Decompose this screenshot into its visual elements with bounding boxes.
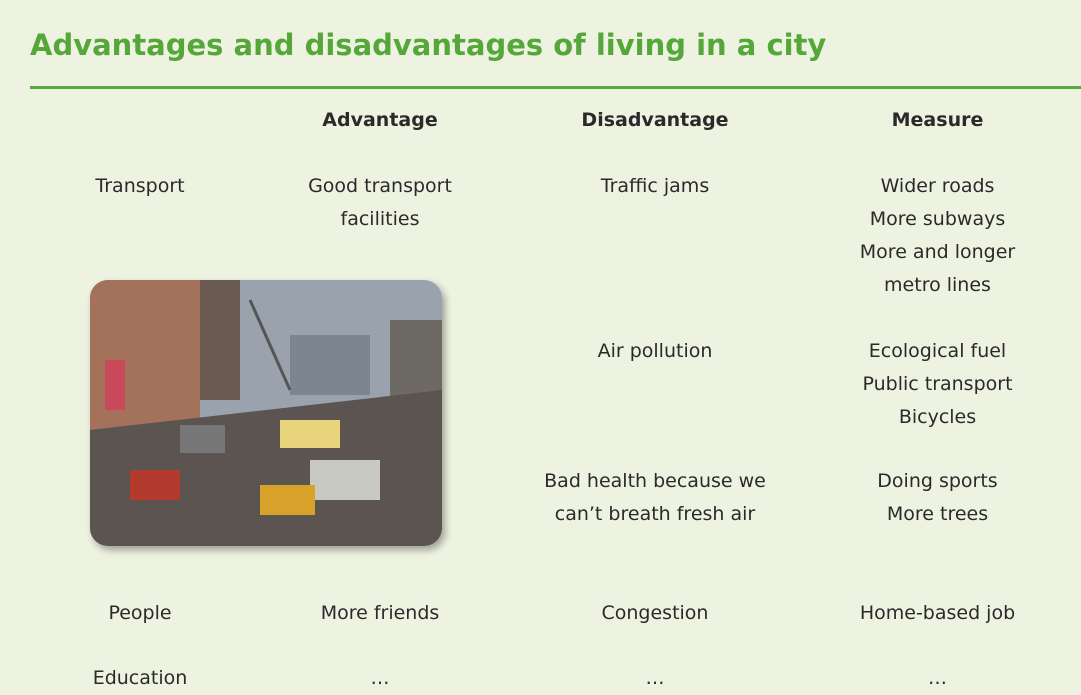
disadvantage: Bad health because we can’t breath fresh… xyxy=(535,465,775,531)
title: Advantages and disadvantages of living i… xyxy=(30,28,826,62)
disadvantage: … xyxy=(535,662,775,695)
building xyxy=(200,280,240,400)
advantage: More friends xyxy=(275,597,485,630)
row-label: Education xyxy=(40,662,240,695)
car xyxy=(180,425,225,453)
row-label: People xyxy=(40,597,240,630)
disadvantage: Congestion xyxy=(535,597,775,630)
column-header: Disadvantage xyxy=(535,104,775,137)
measure: More trees xyxy=(830,498,1045,531)
measure: Public transport xyxy=(830,368,1045,401)
measure: Doing sports xyxy=(830,465,1045,498)
measure: Home-based job xyxy=(830,597,1045,630)
building xyxy=(290,335,370,395)
measure: More and longer metro lines xyxy=(830,236,1045,302)
disadvantage: Air pollution xyxy=(535,335,775,368)
row-label: Transport xyxy=(40,170,240,203)
bus xyxy=(280,420,340,448)
measure: More subways xyxy=(830,203,1045,236)
car xyxy=(310,460,380,500)
measure: … xyxy=(830,662,1045,695)
city-photo xyxy=(90,280,442,546)
measure: Ecological fuel xyxy=(830,335,1045,368)
measure: Wider roads xyxy=(830,170,1045,203)
photo-drawing xyxy=(90,280,442,546)
page: Advantages and disadvantages of living i… xyxy=(0,0,1081,695)
title-rule xyxy=(30,86,1081,89)
car xyxy=(130,470,180,500)
sign xyxy=(105,360,125,410)
column-header: Measure xyxy=(830,104,1045,137)
column-header: Advantage xyxy=(275,104,485,137)
car xyxy=(260,485,315,515)
disadvantage: Traffic jams xyxy=(535,170,775,203)
measure: Bicycles xyxy=(830,401,1045,434)
advantage: … xyxy=(275,662,485,695)
advantage: Good transport facilities xyxy=(275,170,485,236)
